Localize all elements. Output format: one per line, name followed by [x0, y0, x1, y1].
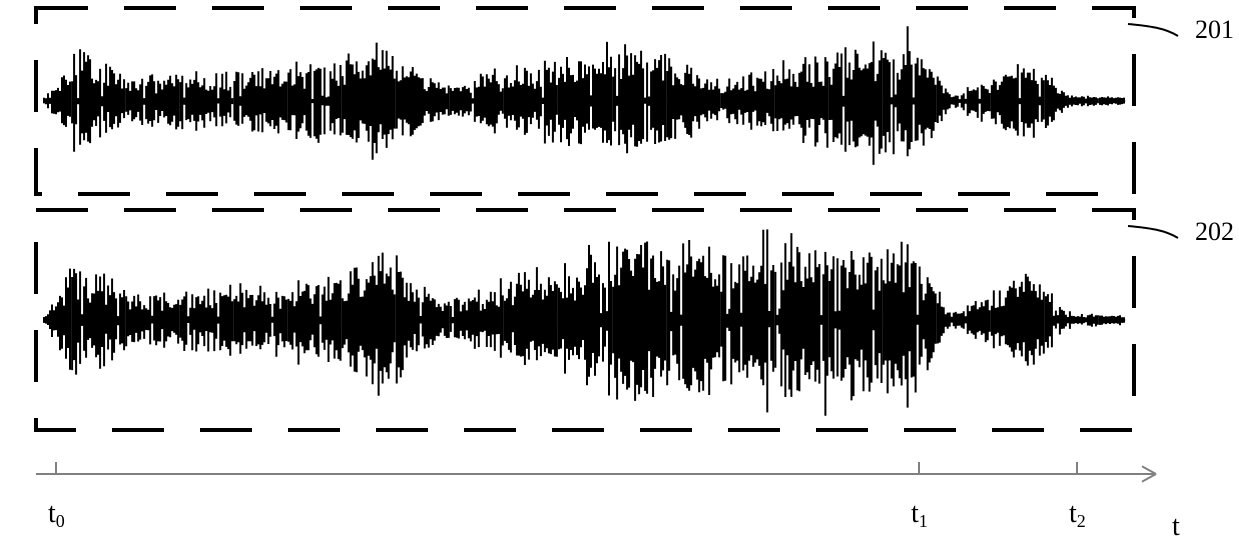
figure-svg: 201202t0t1t2t [0, 0, 1239, 554]
figure-root: 201202t0t1t2t [0, 0, 1239, 554]
axis-end-label: t [1172, 511, 1180, 542]
callout-label: 201 [1195, 15, 1234, 44]
callout-label: 202 [1195, 217, 1234, 246]
